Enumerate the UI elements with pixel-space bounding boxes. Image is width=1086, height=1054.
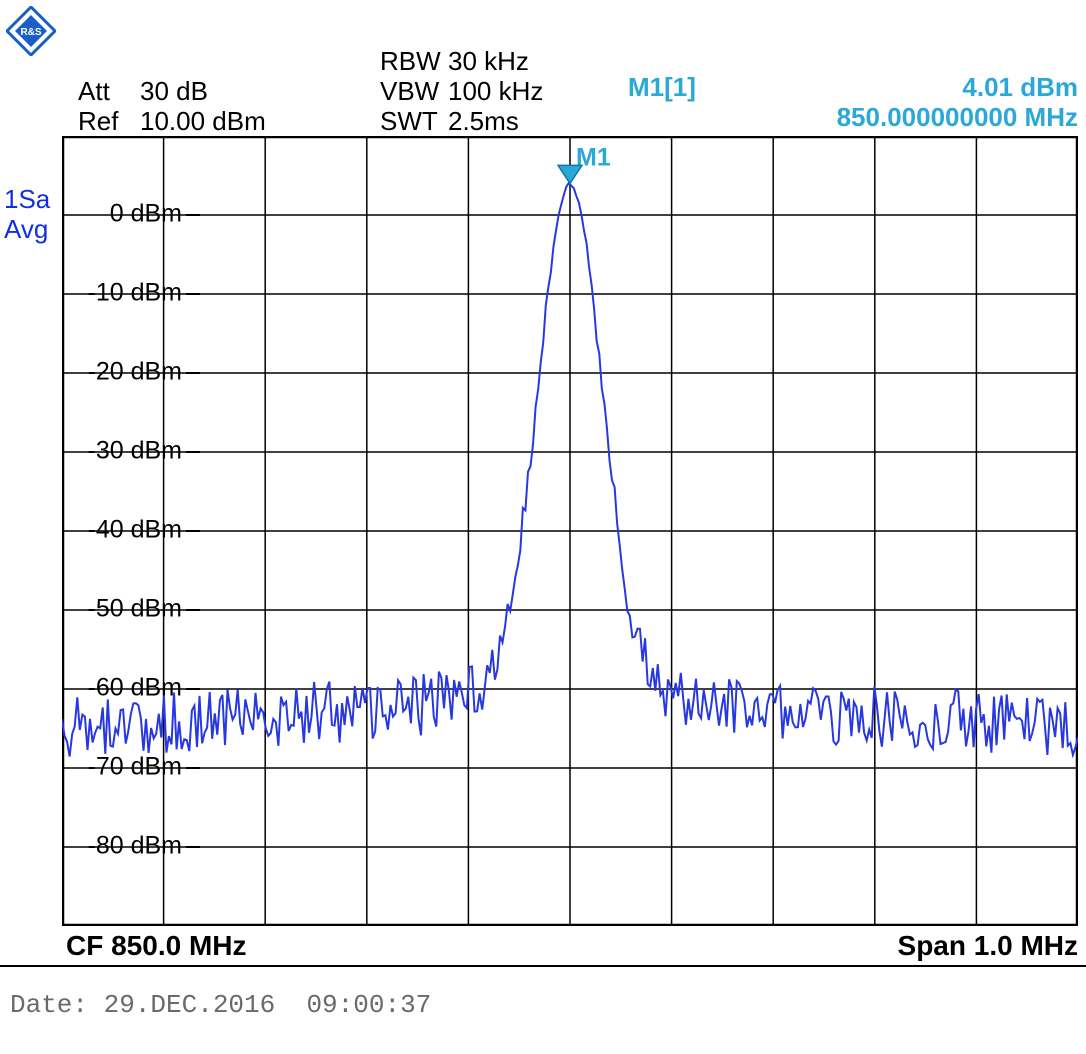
rbw-label: RBW xyxy=(380,46,441,77)
marker-amplitude: 4.01 dBm xyxy=(962,72,1078,103)
svg-text:0 dBm: 0 dBm xyxy=(110,200,182,228)
span-label: Span 1.0 MHz xyxy=(898,930,1078,962)
spectrum-plot: 0 dBm -10 dBm -20 dBm -30 dBm -40 dBm -50 dBm… xyxy=(62,136,1078,926)
spectrum-analyzer-screenshot: R&S Att 30 dB Ref 10.00 dBm RBW 30 kHz V… xyxy=(0,0,1086,1054)
svg-text:-70 dBm: -70 dBm xyxy=(88,753,182,781)
svg-text:-80 dBm: -80 dBm xyxy=(88,832,182,860)
svg-text:-50 dBm: -50 dBm xyxy=(88,595,182,623)
svg-text:-60 dBm: -60 dBm xyxy=(88,674,182,702)
svg-text:-40 dBm: -40 dBm xyxy=(88,516,182,544)
att-value: 30 dB xyxy=(140,76,208,107)
svg-text:R&S: R&S xyxy=(20,27,41,38)
vbw-label: VBW xyxy=(380,76,439,107)
svg-text:-20 dBm: -20 dBm xyxy=(88,358,182,386)
rohde-schwarz-logo-icon: R&S xyxy=(6,6,56,61)
swt-value: 2.5ms xyxy=(448,106,519,137)
swt-label: SWT xyxy=(380,106,438,137)
trace-mode-label: 1Sa Avg xyxy=(4,184,50,244)
vbw-value: 100 kHz xyxy=(448,76,543,107)
rbw-value: 30 kHz xyxy=(448,46,529,77)
att-label: Att xyxy=(78,76,110,107)
svg-text:-10 dBm: -10 dBm xyxy=(88,279,182,307)
marker-id: M1[1] xyxy=(628,72,696,103)
spectrum-plot-svg: 0 dBm -10 dBm -20 dBm -30 dBm -40 dBm -50 dBm… xyxy=(62,136,1078,926)
ref-value: 10.00 dBm xyxy=(140,106,266,137)
marker-frequency: 850.000000000 MHz xyxy=(837,102,1078,133)
footer-divider xyxy=(0,965,1086,967)
svg-text:-30 dBm: -30 dBm xyxy=(88,437,182,465)
footer-date: Date: 29.DEC.2016 09:00:37 xyxy=(10,990,431,1020)
center-frequency-label: CF 850.0 MHz xyxy=(66,930,247,962)
ref-label: Ref xyxy=(78,106,118,137)
